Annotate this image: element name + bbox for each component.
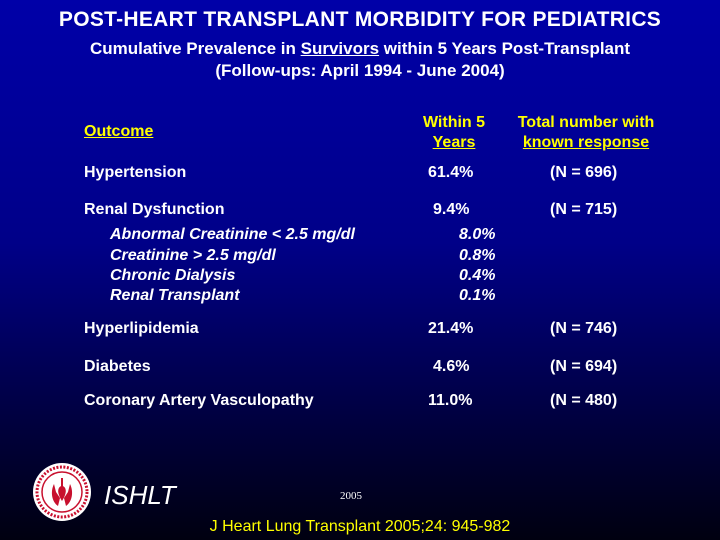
outcome-diabetes: Diabetes (84, 358, 151, 375)
subtitle-suffix: within 5 Years Post-Transplant (379, 39, 631, 58)
outcome-hyperlipidemia: Hyperlipidemia (84, 320, 199, 337)
renal-sub-renal-transplant-pct: 0.1% (459, 287, 496, 304)
renal-sub-creatinine-high-pct: 0.8% (459, 247, 496, 264)
n-hypertension: (N = 696) (550, 164, 618, 181)
renal-sub-creatinine-high: Creatinine > 2.5 mg/dl (110, 247, 276, 264)
outcome-renal-dysfunction: Renal Dysfunction (84, 201, 225, 218)
pct-coronary-artery-vasculopathy: 11.0% (428, 392, 473, 409)
pct-renal-dysfunction: 9.4% (433, 201, 470, 218)
slide-title: POST-HEART TRANSPLANT MORBIDITY FOR PEDI… (58, 8, 662, 31)
outcome-coronary-artery-vasculopathy: Coronary Artery Vasculopathy (84, 392, 314, 409)
ishlt-seal-icon (32, 462, 92, 522)
pct-hyperlipidemia: 21.4% (428, 320, 474, 337)
n-coronary-artery-vasculopathy: (N = 480) (550, 392, 618, 409)
pct-hypertension: 61.4% (428, 164, 474, 181)
renal-sub-chronic-dialysis: Chronic Dialysis (110, 267, 236, 284)
footer-year: 2005 (340, 490, 362, 502)
header-within-line1: Within 5 (422, 114, 486, 131)
citation: J Heart Lung Transplant 2005;24: 945-982 (209, 518, 511, 535)
header-total-line1: Total number with (517, 114, 655, 131)
outcome-hypertension: Hypertension (84, 164, 187, 181)
subtitle-prefix: Cumulative Prevalence in (89, 39, 301, 58)
ishlt-brand-text: ISHLT (104, 480, 176, 510)
pct-diabetes: 4.6% (433, 358, 470, 375)
header-total-line2: known response (522, 134, 650, 151)
renal-sub-renal-transplant: Renal Transplant (110, 287, 240, 304)
header-within-line2: Years (432, 134, 476, 151)
renal-sub-chronic-dialysis-pct: 0.4% (459, 267, 496, 284)
renal-sub-abnormal-creatinine: Abnormal Creatinine < 2.5 mg/dl (110, 226, 355, 243)
n-hyperlipidemia: (N = 746) (550, 320, 618, 337)
header-total-number: Total number with known response (506, 113, 666, 153)
subtitle-underlined-word: Survivors (300, 39, 380, 58)
header-outcome: Outcome (84, 123, 154, 140)
slide-subtitle: Cumulative Prevalence in Survivors withi… (0, 38, 720, 59)
renal-sub-abnormal-creatinine-pct: 8.0% (459, 226, 496, 243)
n-diabetes: (N = 694) (550, 358, 618, 375)
n-renal-dysfunction: (N = 715) (550, 201, 618, 218)
slide-subtitle-line2: (Follow-ups: April 1994 - June 2004) (215, 61, 505, 80)
header-within-5-years: Within 5 Years (414, 113, 494, 153)
